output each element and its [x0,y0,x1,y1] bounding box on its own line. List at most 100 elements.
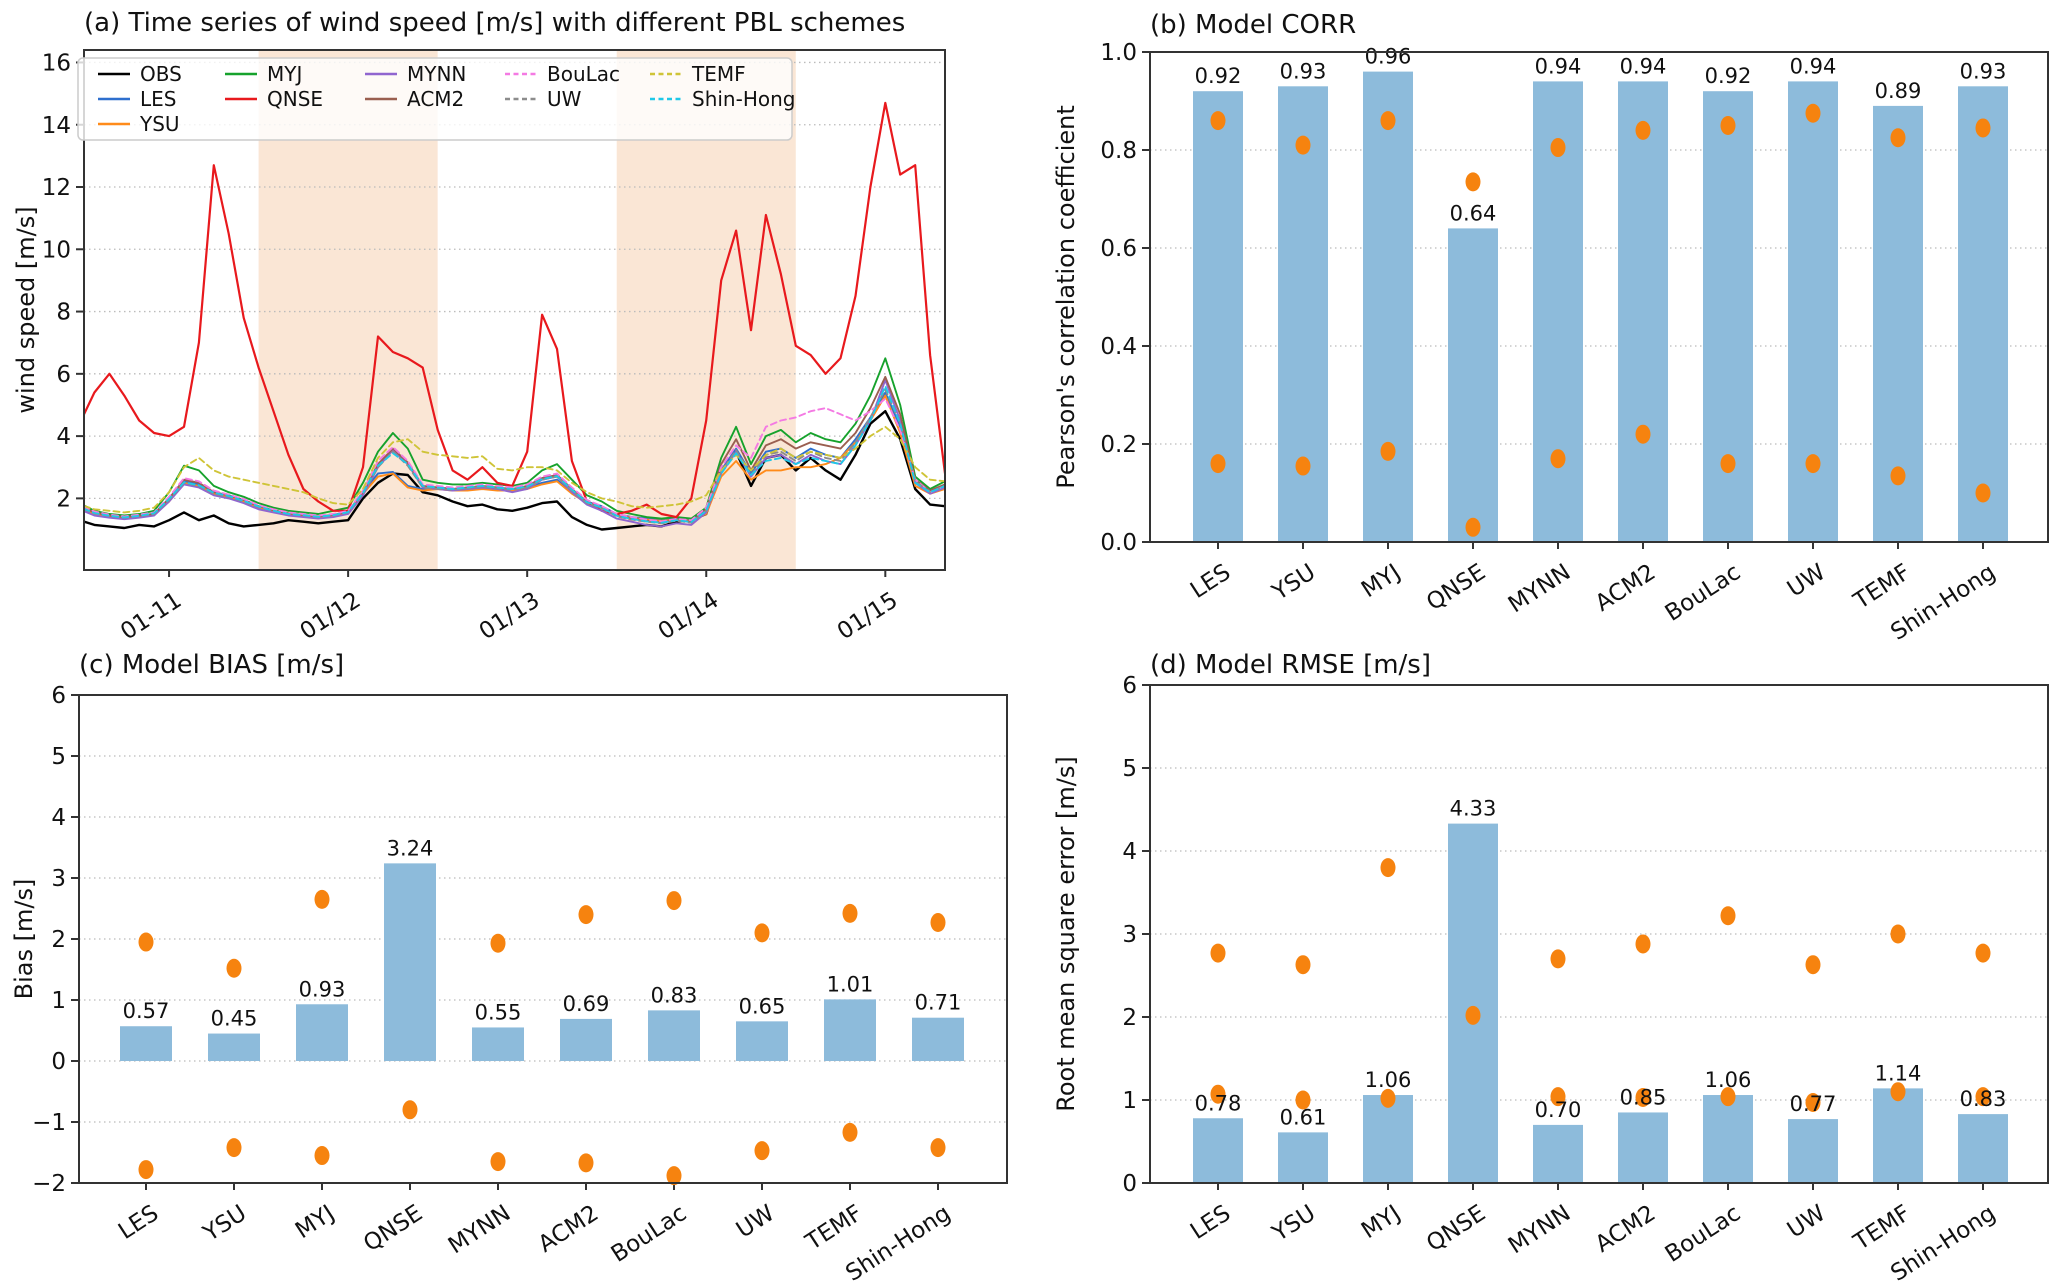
legend-label: OBS [140,62,182,86]
y-tick-label: 5 [1122,756,1137,782]
panel-b-title: (b) Model CORR [1150,10,1357,40]
bar-MYJ [1363,71,1413,542]
series-Shin-Hong-line [84,385,945,524]
dot-upper-LES [1210,111,1226,131]
x-tick-label: BouLac [1661,559,1746,627]
y-tick-label: 12 [42,175,71,201]
dot-upper-UW [1805,955,1821,975]
dot-upper-TEMF [1890,924,1906,944]
dot-lower-MYJ [1380,1088,1396,1108]
bar-QNSE [1448,228,1498,542]
bar-value-ACM2: 0.94 [1620,54,1667,78]
series-OBS-line [84,410,945,531]
bar-value-QNSE: 0.64 [1450,201,1497,225]
y-tick-label: −2 [32,1171,66,1197]
dot-lower-LES [1210,454,1226,474]
dot-lower-MYJ [1380,441,1396,461]
dot-lower-MYJ [314,1146,330,1166]
x-tick-label: 01/12 [296,587,366,645]
panel-b: 0.0 0.2 0.4 0.6 0.8 1.0 LES YSU MYJ QNSE MYNN ACM2 B… [1100,40,2049,646]
legend-item-MYJ: MYJ [225,62,302,86]
y-tick-label: 6 [51,683,66,709]
dot-upper-YSU [226,958,242,978]
dot-upper-MYJ [314,889,330,909]
y-tick-label: −1 [32,1110,66,1136]
axes-frame [1149,684,2049,1184]
dot-lower-MYNN [1550,449,1566,469]
dot-upper-Shin-Hong [930,913,946,933]
bar-QNSE [1448,823,1498,1183]
bar-value-LES: 0.92 [1195,64,1242,88]
legend-label: UW [547,87,582,111]
x-tick-label: ACM2 [1591,559,1660,617]
bar-value-TEMF: 1.14 [1875,1061,1922,1085]
dot-lower-YSU [1295,456,1311,476]
bar-value-Shin-Hong: 0.71 [915,991,962,1015]
dot-upper-UW [754,923,770,943]
y-tick-label: 3 [1122,922,1137,948]
dot-lower-QNSE [402,1100,418,1120]
dot-lower-MYNN [490,1152,506,1172]
bar-value-MYJ: 0.96 [1365,45,1412,69]
legend-item-MYNN: MYNN [365,62,466,86]
bar-value-BouLac: 0.83 [651,983,698,1007]
bar-ACM2 [560,1018,612,1061]
axes-frame [83,49,946,571]
axes-frame [1149,51,2049,543]
bar-value-BouLac: 1.06 [1705,1068,1752,1092]
y-tick-label: 0.8 [1100,138,1137,164]
bar-QNSE [384,863,436,1061]
dot-lower-BouLac [1720,1087,1736,1107]
dot-lower-UW [754,1141,770,1161]
dot-lower-QNSE [1465,1005,1481,1025]
x-tick-label: BouLac [607,1200,692,1268]
legend-box [77,57,793,141]
dot-lower-YSU [1295,1090,1311,1110]
bar-value-ACM2: 0.69 [563,992,610,1016]
bar-value-UW: 0.65 [739,994,786,1018]
panel-b-ylabel: Pearson's correlation coefficient [1052,105,1080,489]
y-tick-label: 0.0 [1100,530,1137,556]
legend-item-Shin-Hong: Shin-Hong [650,87,795,111]
bar-BouLac [1703,1095,1753,1183]
dot-upper-BouLac [1720,116,1736,135]
dot-upper-ACM2 [1635,120,1651,140]
y-tick-label: 0.6 [1100,236,1137,262]
y-tick-label: 16 [42,51,71,77]
bar-value-Shin-Hong: 0.83 [1960,1087,2007,1111]
panel-a: 2 4 6 8 10 12 14 16 01-11 01/12 01/13 01/14 01/15 OBS… [42,49,946,645]
x-tick-label: LES [114,1200,163,1245]
bar-ACM2 [1618,1112,1668,1183]
x-tick-label: QNSE [1422,559,1490,616]
y-tick-label: 6 [1122,673,1137,699]
x-tick-label: ACM2 [534,1200,603,1258]
x-tick-label: UW [732,1200,779,1243]
x-tick-label: MYJ [291,1200,339,1244]
x-tick-label: 01-11 [116,587,186,645]
legend-item-UW: UW [505,87,582,111]
series-QNSE-line [84,101,945,519]
legend-label: MYJ [267,62,302,86]
y-tick-label: 0.4 [1100,334,1137,360]
dot-upper-LES [138,932,154,952]
bar-value-TEMF: 0.89 [1875,79,1922,103]
x-tick-label: TEMF [1849,1200,1916,1256]
panel-c-title: (c) Model BIAS [m/s] [79,650,345,680]
x-tick-label: 01/15 [833,587,903,645]
y-tick-label: 0 [51,1049,66,1075]
dot-upper-YSU [1295,955,1311,975]
bar-value-MYNN: 0.55 [475,1000,522,1024]
y-tick-label: 4 [56,424,71,450]
dot-lower-UW [1805,454,1821,474]
dot-upper-MYJ [1380,858,1396,878]
legend-item-LES: LES [98,87,176,111]
dot-lower-LES [138,1160,154,1180]
panel-c-ylabel: Bias [m/s] [10,878,38,1000]
y-tick-label: 2 [51,927,66,953]
y-tick-label: 2 [56,486,71,512]
dot-upper-MYNN [1550,949,1566,969]
legend-label: ACM2 [407,87,464,111]
x-tick-label: MYJ [1357,559,1405,603]
bar-MYJ [296,1004,348,1061]
bar-value-LES: 0.78 [1195,1091,1242,1115]
